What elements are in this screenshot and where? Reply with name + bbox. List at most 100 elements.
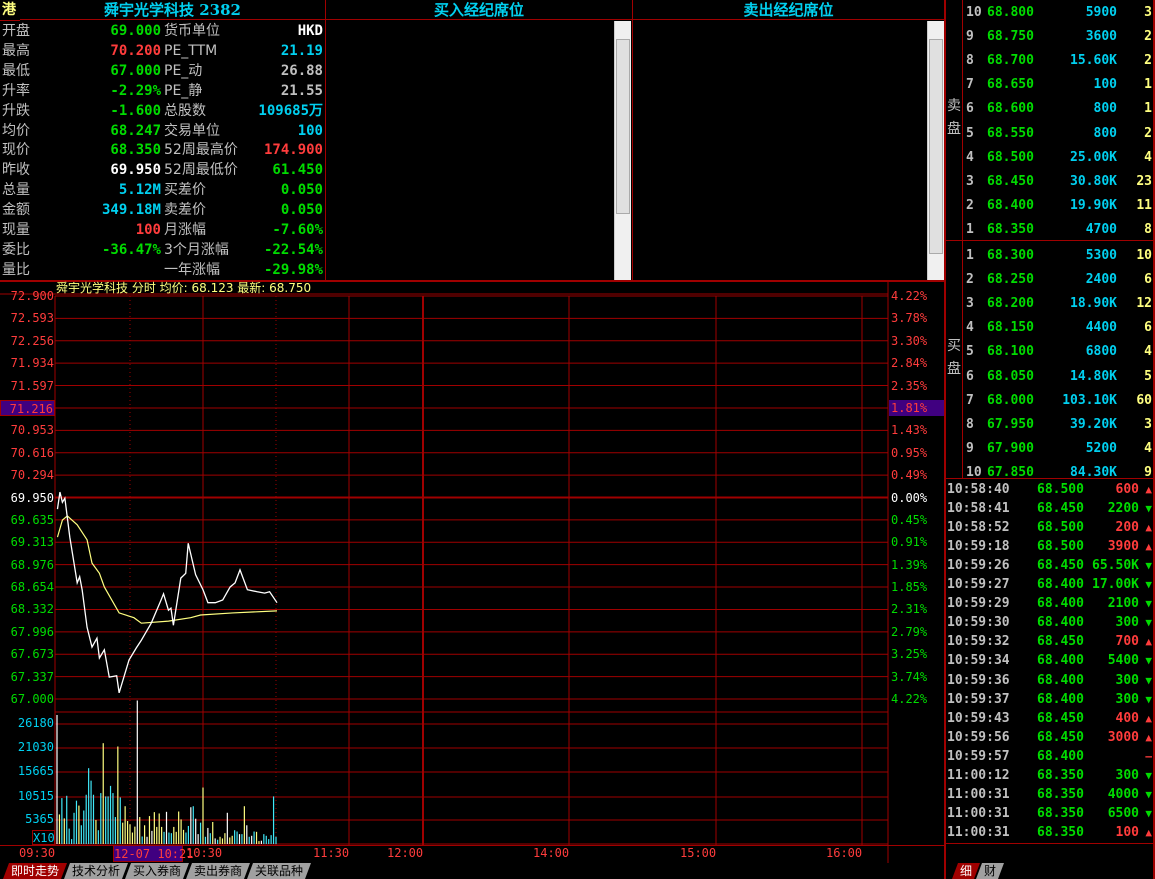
quote-value: 61.450 <box>272 162 323 179</box>
time-tick: 12:00 <box>387 846 424 860</box>
scroll-thumb[interactable] <box>929 39 943 254</box>
trade-time: 10:59:29 <box>947 596 1010 612</box>
quote-row: 总量 5.12M 买差价 0.050 <box>0 180 325 200</box>
level-number: 4 <box>966 149 974 165</box>
quote-value: 174.900 <box>263 142 323 159</box>
quote-label: 现价 <box>2 142 30 159</box>
percent-tick: 0.95% <box>891 445 928 460</box>
stock-title: 舜宇光学科技 2382 <box>20 0 325 20</box>
quote-label: PE_动 <box>164 62 203 79</box>
tab-3[interactable]: 卖出券商 <box>186 863 250 879</box>
quote-value: 68.247 <box>110 122 161 139</box>
level-price: 68.200 <box>987 296 1034 312</box>
sell-label-char: 卖 <box>947 98 961 114</box>
percent-tick: 2.35% <box>891 378 928 393</box>
level-price: 68.550 <box>987 125 1034 141</box>
level-price: 68.100 <box>987 344 1034 360</box>
price-tick: 67.000 <box>10 692 54 706</box>
trade-row: 11:00:31 68.350 6500 ▼ <box>946 804 1153 823</box>
level-orders: 12 <box>1136 296 1152 312</box>
price-tick: 71.216 <box>0 399 55 416</box>
tab-2[interactable]: 买入券商 <box>125 863 189 879</box>
trade-row: 10:59:32 68.450 700 ▲ <box>946 632 1153 651</box>
percent-tick: 1.85% <box>891 580 928 595</box>
quote-label: PE_TTM <box>164 42 218 59</box>
intraday-chart[interactable] <box>0 281 944 863</box>
trade-volume: 5400 <box>1107 653 1139 669</box>
quote-label: 货币单位 <box>164 23 220 39</box>
divider <box>0 280 944 281</box>
trade-volume: 300 <box>1115 691 1139 707</box>
level-volume: 19.90K <box>1070 197 1117 213</box>
trade-price: 68.400 <box>1037 748 1084 764</box>
level-orders: 4 <box>1144 344 1152 360</box>
tab-1[interactable]: 技术分析 <box>64 863 128 879</box>
trade-time: 10:59:32 <box>947 634 1010 650</box>
trade-time: 10:59:26 <box>947 558 1010 574</box>
level-volume: 3600 <box>1085 29 1117 45</box>
price-line <box>56 491 278 694</box>
quote-value: -1.600 <box>110 102 161 119</box>
level-price: 68.350 <box>987 221 1034 237</box>
quote-value: 26.88 <box>280 62 323 79</box>
scroll-thumb[interactable] <box>616 39 630 214</box>
tab-4[interactable]: 关联品种 <box>247 863 311 879</box>
trade-volume: 17.00K <box>1092 577 1139 593</box>
bid-row: 5 68.100 6800 4 <box>964 342 1153 362</box>
quote-label: 委比 <box>2 241 30 258</box>
trade-volume: 2200 <box>1107 501 1139 517</box>
level-number: 6 <box>966 368 974 384</box>
level-volume: 15.60K <box>1070 53 1117 69</box>
time-tick: 11:30 <box>313 846 350 860</box>
divider <box>946 240 1153 241</box>
quote-label: PE_静 <box>164 82 203 99</box>
trade-row: 10:59:56 68.450 3000 ▲ <box>946 728 1153 747</box>
trade-time: 10:59:27 <box>947 577 1010 593</box>
quote-label: 开盘 <box>2 23 30 39</box>
quote-label: 3个月涨幅 <box>164 241 229 258</box>
percent-tick: 0.00% <box>891 490 928 505</box>
volume-unit: X10 <box>32 830 55 845</box>
trade-time: 10:59:37 <box>947 691 1010 707</box>
level-price: 68.050 <box>987 368 1034 384</box>
level-price: 68.600 <box>987 101 1034 117</box>
quote-value: 0.050 <box>280 202 323 219</box>
divider <box>632 0 633 280</box>
price-tick: 72.256 <box>10 333 54 348</box>
quote-value: 5.12M <box>118 182 161 199</box>
level-number: 1 <box>966 248 974 263</box>
quote-label: 总股数 <box>164 102 206 119</box>
arrow-down-icon: ▼ <box>1145 673 1152 687</box>
percent-tick: 3.74% <box>891 669 928 684</box>
trade-row: 10:59:30 68.400 300 ▼ <box>946 613 1153 632</box>
quote-value: 349.18M <box>101 202 161 219</box>
buy-brokers-scrollbar[interactable] <box>614 21 631 280</box>
price-tick: 68.654 <box>10 580 54 595</box>
quote-value: 100 <box>135 222 161 238</box>
price-tick: 69.635 <box>10 512 54 527</box>
arrow-down-icon: ▼ <box>1145 502 1152 516</box>
trade-price: 68.350 <box>1037 805 1084 821</box>
quote-row: 昨收 69.950 52周最低价 61.450 <box>0 160 325 180</box>
quote-label: 总量 <box>2 182 30 199</box>
right-tab-0[interactable]: 细 <box>952 863 980 879</box>
level-volume: 39.20K <box>1070 416 1117 432</box>
ask-row: 8 68.700 15.60K 2 <box>964 51 1153 71</box>
price-tick: 69.950 <box>10 490 54 505</box>
quote-row: 最高 70.200 PE_TTM 21.19 <box>0 41 325 61</box>
trade-price: 68.500 <box>1037 482 1084 497</box>
quote-row: 均价 68.247 交易单位 100 <box>0 121 325 141</box>
tab-0[interactable]: 即时走势 <box>3 863 67 879</box>
right-tab-1[interactable]: 财 <box>976 863 1004 879</box>
arrow-down-icon: ▼ <box>1145 787 1152 801</box>
buy-brokers-header: 买入经纪席位 <box>326 0 632 20</box>
level-price: 68.250 <box>987 272 1034 288</box>
quote-value: -29.98% <box>263 261 323 278</box>
quote-row: 升跌 -1.600 总股数 109685万 <box>0 101 325 121</box>
price-tick: 67.673 <box>10 647 54 662</box>
trade-volume: 4000 <box>1107 786 1139 802</box>
sell-brokers-scrollbar[interactable] <box>927 21 944 280</box>
trade-volume: 65.50K <box>1092 558 1139 574</box>
quote-value: 68.350 <box>110 142 161 159</box>
percent-tick: 0.49% <box>891 468 928 483</box>
